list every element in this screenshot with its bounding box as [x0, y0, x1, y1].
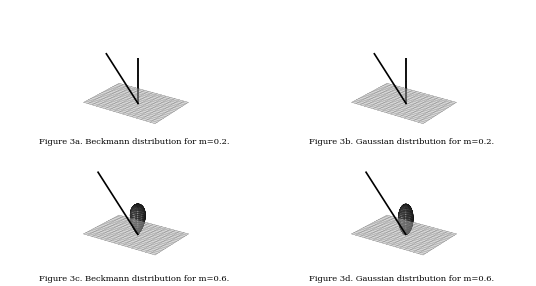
Text: Figure 3c. Beckmann distribution for m=0.6.: Figure 3c. Beckmann distribution for m=0…: [39, 275, 229, 283]
Text: Figure 3b. Gaussian distribution for m=0.2.: Figure 3b. Gaussian distribution for m=0…: [309, 138, 495, 146]
Text: Figure 3a. Beckmann distribution for m=0.2.: Figure 3a. Beckmann distribution for m=0…: [39, 138, 229, 146]
Text: Figure 3d. Gaussian distribution for m=0.6.: Figure 3d. Gaussian distribution for m=0…: [309, 275, 495, 283]
